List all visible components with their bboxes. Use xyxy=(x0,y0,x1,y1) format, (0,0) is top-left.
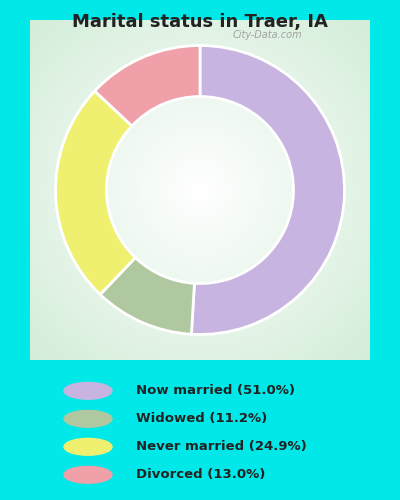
Text: City-Data.com: City-Data.com xyxy=(232,30,302,40)
Circle shape xyxy=(64,438,112,455)
Wedge shape xyxy=(191,46,344,335)
Text: Never married (24.9%): Never married (24.9%) xyxy=(136,440,307,454)
Circle shape xyxy=(64,382,112,399)
Text: Divorced (13.0%): Divorced (13.0%) xyxy=(136,468,265,481)
Circle shape xyxy=(64,466,112,483)
Wedge shape xyxy=(100,258,194,334)
Text: Widowed (11.2%): Widowed (11.2%) xyxy=(136,412,267,426)
Text: Marital status in Traer, IA: Marital status in Traer, IA xyxy=(72,12,328,30)
Wedge shape xyxy=(56,91,136,294)
Wedge shape xyxy=(95,46,200,126)
Circle shape xyxy=(64,410,112,427)
Text: Now married (51.0%): Now married (51.0%) xyxy=(136,384,295,398)
